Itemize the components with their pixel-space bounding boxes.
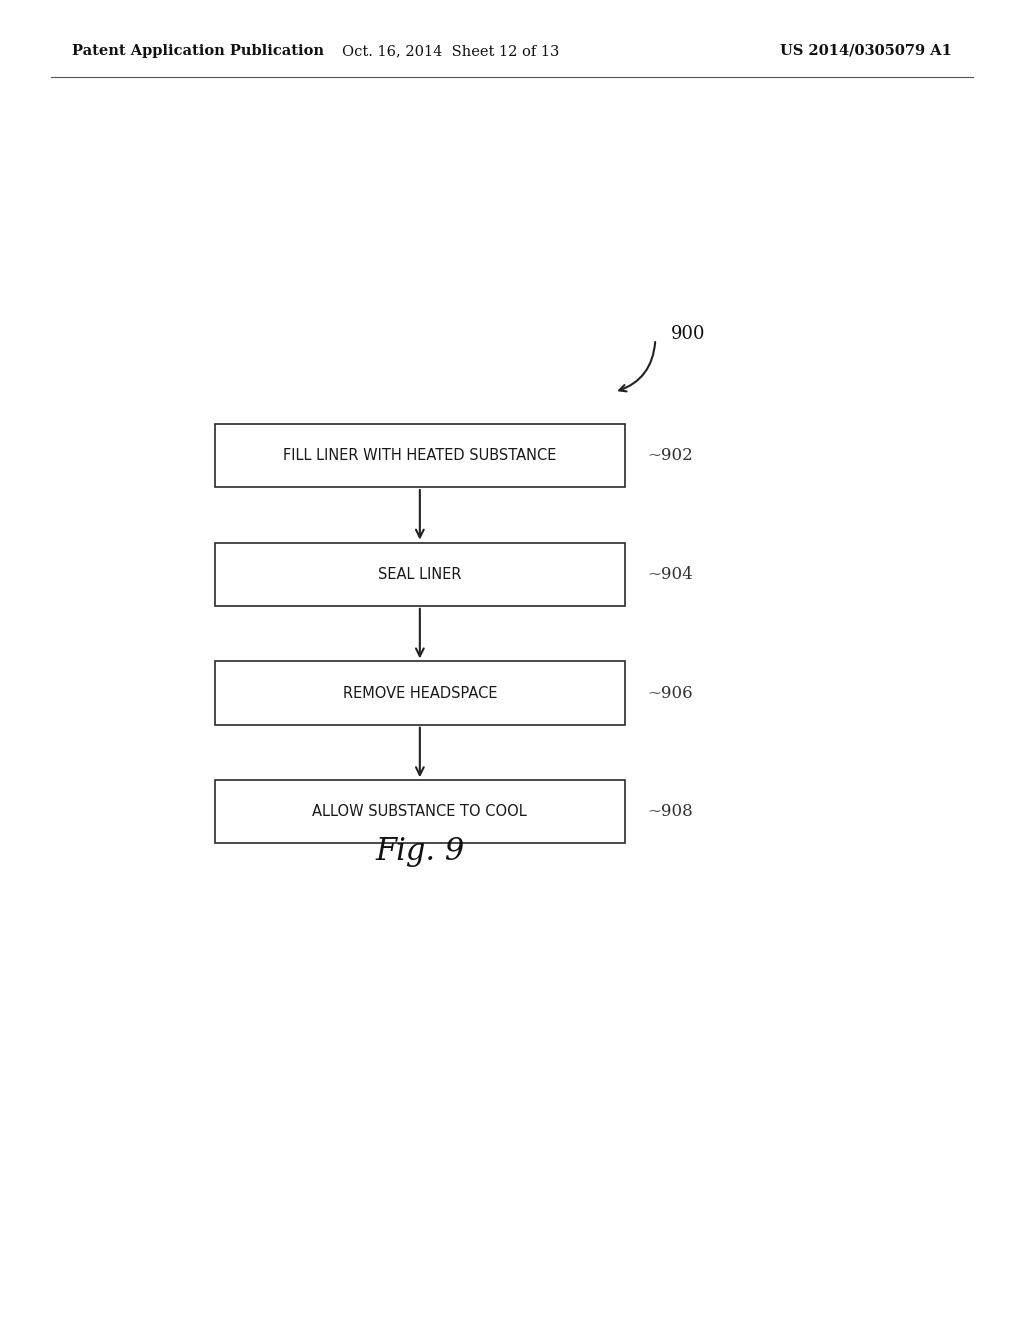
Text: Oct. 16, 2014  Sheet 12 of 13: Oct. 16, 2014 Sheet 12 of 13 [342,44,559,58]
Text: ~904: ~904 [647,566,693,582]
Bar [215,543,625,606]
Text: SEAL LINER: SEAL LINER [378,566,462,582]
Text: 900: 900 [671,325,706,343]
Text: FILL LINER WITH HEATED SUBSTANCE: FILL LINER WITH HEATED SUBSTANCE [284,447,556,463]
Text: REMOVE HEADSPACE: REMOVE HEADSPACE [343,685,497,701]
Text: Fig. 9: Fig. 9 [375,836,465,867]
Bar [215,424,625,487]
Bar [215,780,625,843]
Text: ~908: ~908 [647,804,693,820]
Text: ALLOW SUBSTANCE TO COOL: ALLOW SUBSTANCE TO COOL [312,804,527,820]
Text: ~902: ~902 [647,447,693,463]
Text: ~906: ~906 [647,685,693,701]
Text: US 2014/0305079 A1: US 2014/0305079 A1 [780,44,952,58]
Bar [215,661,625,725]
Text: Patent Application Publication: Patent Application Publication [72,44,324,58]
